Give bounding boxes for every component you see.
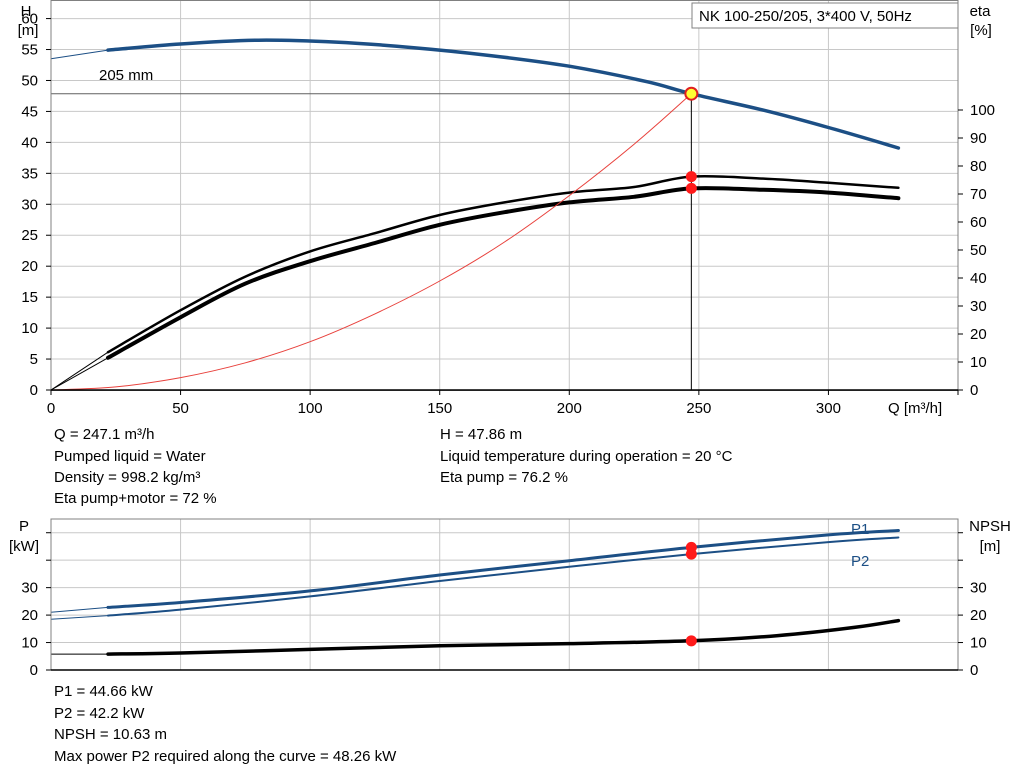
- x-tick-label: 0: [47, 400, 55, 417]
- y-tick-label: 10: [21, 320, 38, 337]
- chart-title: NK 100-250/205, 3*400 V, 50Hz: [699, 8, 912, 25]
- duty-markers: [684, 86, 699, 647]
- duty-point-p2-marker: [685, 548, 697, 560]
- bottom-curves: [50, 529, 901, 656]
- axes: [46, 0, 963, 671]
- y-tick-label: 0: [30, 382, 38, 399]
- y-tick-label: 15: [21, 289, 38, 306]
- x-tick-label: 50: [172, 400, 189, 417]
- p1-curve: [106, 529, 900, 609]
- p-tick-label: 10: [21, 635, 38, 652]
- eta-pump-curve: [106, 174, 900, 354]
- y-tick-label: 5: [30, 351, 38, 368]
- system-curve: [50, 93, 692, 391]
- eta-pump-motor-curve: [106, 186, 901, 360]
- legend-p2: P2: [851, 553, 869, 570]
- info-eta-pump-motor: Eta pump+motor = 72 %: [54, 490, 217, 507]
- x-tick-label: 100: [298, 400, 323, 417]
- title-box: [691, 2, 959, 29]
- info-head: H = 47.86 m: [440, 426, 522, 443]
- info-max-power: Max power P2 required along the curve = …: [54, 748, 397, 765]
- info-eta-pump: Eta pump = 76.2 %: [440, 469, 568, 486]
- eta-curve-extrapolated: [50, 351, 109, 391]
- p-axis-title: P: [19, 518, 29, 535]
- y-tick-label: 30: [21, 196, 38, 213]
- npsh-axis-unit: [m]: [980, 538, 1001, 555]
- y2-tick-label: 80: [970, 158, 987, 175]
- p2-curve: [107, 536, 900, 617]
- y-axis-title: H: [21, 3, 32, 20]
- p-tick-label: 20: [21, 607, 38, 624]
- info-p1: P1 = 44.66 kW: [54, 683, 154, 700]
- y-tick-label: 50: [21, 72, 38, 89]
- info-density: Density = 998.2 kg/m³: [54, 469, 200, 486]
- y-tick-label: 55: [21, 42, 38, 59]
- impeller-label: 205 mm: [99, 67, 153, 84]
- y2-axis-unit: [%]: [970, 22, 992, 39]
- y-tick-label: 35: [21, 165, 38, 182]
- y2-tick-label: 10: [970, 354, 987, 371]
- y-axis-unit: [m]: [18, 22, 39, 39]
- npsh-tick-label: 0: [970, 662, 978, 679]
- info-flow: Q = 247.1 m³/h: [54, 426, 154, 443]
- y2-tick-label: 0: [970, 382, 978, 399]
- head-curve: [106, 38, 901, 150]
- y-tick-label: 60: [21, 11, 38, 28]
- tick-labels: 0 50 100 150 200 250 3000510152025303540455055…: [21, 11, 995, 679]
- p-tick-label: 0: [30, 662, 38, 679]
- y2-tick-label: 70: [970, 186, 987, 203]
- x-tick-label: 300: [816, 400, 841, 417]
- info-p2: P2 = 42.2 kW: [54, 705, 145, 722]
- npsh-tick-label: 20: [970, 607, 987, 624]
- legend-p1: P1: [851, 521, 869, 538]
- npsh-tick-label: 10: [970, 635, 987, 652]
- eta-pm-curve-extrapolated: [50, 357, 109, 391]
- y-tick-label: 45: [21, 103, 38, 120]
- x-tick-label: 250: [686, 400, 711, 417]
- P1-extrapolated-line: [50, 606, 109, 613]
- y-tick-label: 25: [21, 227, 38, 244]
- y-tick-label: 20: [21, 258, 38, 275]
- duty-point-eta-pump-marker: [685, 171, 697, 183]
- y2-tick-label: 50: [970, 242, 987, 259]
- x-tick-label: 150: [427, 400, 452, 417]
- info-pumped-liquid: Pumped liquid = Water: [54, 448, 206, 465]
- npsh-tick-label: 30: [970, 580, 987, 597]
- y2-tick-label: 30: [970, 298, 987, 315]
- y2-tick-label: 90: [970, 130, 987, 147]
- info-npsh: NPSH = 10.63 m: [54, 726, 167, 743]
- y2-tick-label: 60: [970, 214, 987, 231]
- npsh-curve: [106, 618, 901, 656]
- duty-point-eta-pm-marker: [685, 182, 697, 194]
- y2-tick-label: 20: [970, 326, 987, 343]
- y2-tick-label: 100: [970, 102, 995, 119]
- y-tick-label: 40: [21, 134, 38, 151]
- duty-point-head-marker: [684, 86, 699, 101]
- x-tick-label: 200: [557, 400, 582, 417]
- P2-extrapolated-line: [50, 615, 109, 620]
- y2-tick-label: 40: [970, 270, 987, 287]
- y2-axis-title: eta: [970, 3, 992, 20]
- top-curves: [50, 38, 901, 391]
- p-axis-unit: [kW]: [9, 538, 39, 555]
- npsh-axis-title: NPSH: [969, 518, 1011, 535]
- x-axis-title: Q [m³/h]: [888, 400, 942, 417]
- duty-point-npsh-marker: [685, 635, 697, 647]
- head-curve-extrapolated: [50, 49, 109, 60]
- p-tick-label: 30: [21, 580, 38, 597]
- info-liquid-temp: Liquid temperature during operation = 20…: [440, 448, 733, 465]
